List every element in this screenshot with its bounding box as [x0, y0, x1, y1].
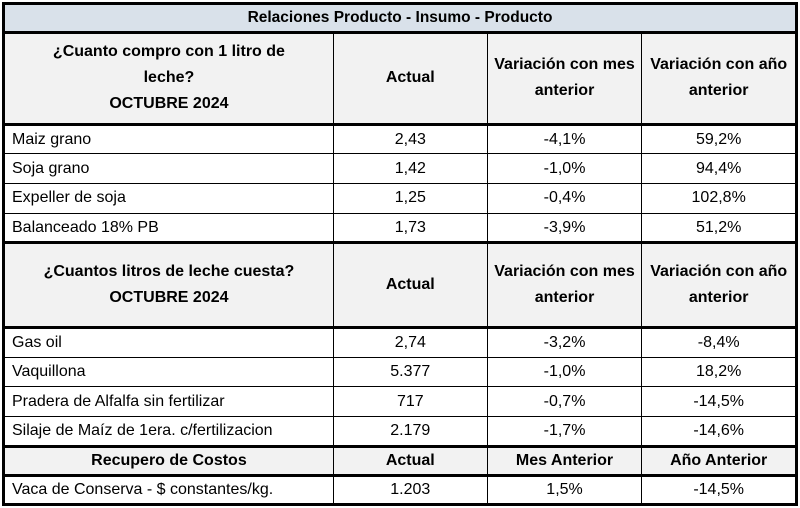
actual-value: 1.203: [332, 475, 488, 505]
product-label: Expeller de soja: [3, 183, 334, 214]
table-row: Silaje de Maíz de 1era. c/fertilizacion …: [3, 416, 797, 447]
table-row: Gas oil 2,74 -3,2% -8,4%: [3, 327, 797, 358]
actual-value: 2,74: [332, 327, 488, 358]
mes-variation: -3,9%: [486, 212, 643, 244]
product-label: Vaca de Conserva - $ constantes/kg.: [3, 475, 334, 505]
mes-variation: 1,5%: [486, 475, 643, 505]
product-label: Soja grano: [3, 153, 334, 185]
table-row: Balanceado 18% PB 1,73 -3,9% 51,2%: [3, 212, 797, 244]
actual-value: 1,42: [332, 153, 488, 185]
anio-variation: -8,4%: [641, 327, 797, 358]
section2-column-header-anio: Variación con año anterior: [641, 241, 797, 330]
section3-header-row: Recupero de Costos Actual Mes Anterior A…: [3, 444, 797, 478]
section1-header-row: ¿Cuanto compro con 1 litro de leche? OCT…: [3, 30, 797, 126]
section2-header-row: ¿Cuantos litros de leche cuesta? OCTUBRE…: [3, 241, 797, 330]
table-row: Expeller de soja 1,25 -0,4% 102,8%: [3, 183, 797, 214]
page-title: Relaciones Producto - Insumo - Producto: [3, 3, 797, 34]
section1-question: ¿Cuanto compro con 1 litro de leche?: [52, 42, 285, 86]
anio-variation: 18,2%: [641, 356, 797, 388]
product-label: Maiz grano: [3, 123, 334, 155]
mes-variation: -1,0%: [486, 356, 643, 388]
section1-column-header-actual: Actual: [332, 30, 488, 126]
section2-period: OCTUBRE 2024: [109, 289, 229, 307]
section2-question-header: ¿Cuantos litros de leche cuesta? OCTUBRE…: [3, 241, 334, 330]
mes-variation: -3,2%: [486, 327, 643, 358]
section1-column-header-anio: Variación con año anterior: [641, 30, 797, 126]
mes-variation: -0,4%: [486, 183, 643, 214]
anio-variation: 94,4%: [641, 153, 797, 185]
actual-value: 1,73: [332, 212, 488, 244]
actual-value: 2,43: [332, 123, 488, 155]
table-row: Soja grano 1,42 -1,0% 94,4%: [3, 153, 797, 185]
section1-column-header-mes: Variación con mes anterior: [486, 30, 643, 126]
anio-variation: 51,2%: [641, 212, 797, 244]
table-row: Maiz grano 2,43 -4,1% 59,2%: [3, 123, 797, 155]
actual-value: 2.179: [332, 416, 488, 447]
anio-variation: -14,5%: [641, 475, 797, 505]
product-label: Vaquillona: [3, 356, 334, 388]
product-label: Balanceado 18% PB: [3, 212, 334, 244]
anio-variation: 102,8%: [641, 183, 797, 214]
section1-question-header: ¿Cuanto compro con 1 litro de leche? OCT…: [3, 30, 334, 126]
mes-variation: -1,0%: [486, 153, 643, 185]
mes-variation: -1,7%: [486, 416, 643, 447]
anio-variation: -14,5%: [641, 386, 797, 418]
section2-column-header-mes: Variación con mes anterior: [486, 241, 643, 330]
product-label: Pradera de Alfalfa sin fertilizar: [3, 386, 334, 418]
actual-value: 1,25: [332, 183, 488, 214]
section3-title: Recupero de Costos: [3, 444, 334, 478]
section2-column-header-actual: Actual: [332, 241, 488, 330]
section3-column-header-actual: Actual: [332, 444, 488, 478]
anio-variation: 59,2%: [641, 123, 797, 155]
section3-column-header-mes: Mes Anterior: [486, 444, 643, 478]
actual-value: 717: [332, 386, 488, 418]
table-row: Vaca de Conserva - $ constantes/kg. 1.20…: [3, 475, 797, 505]
product-label: Gas oil: [3, 327, 334, 358]
section1-period: OCTUBRE 2024: [109, 95, 229, 113]
table-row: Pradera de Alfalfa sin fertilizar 717 -0…: [3, 386, 797, 418]
product-label: Silaje de Maíz de 1era. c/fertilizacion: [3, 416, 334, 447]
anio-variation: -14,6%: [641, 416, 797, 447]
section2-question: ¿Cuantos litros de leche cuesta?: [43, 262, 295, 280]
section3-column-header-anio: Año Anterior: [641, 444, 797, 478]
actual-value: 5.377: [332, 356, 488, 388]
mes-variation: -0,7%: [486, 386, 643, 418]
table-row: Vaquillona 5.377 -1,0% 18,2%: [3, 356, 797, 388]
table-title-row: Relaciones Producto - Insumo - Producto: [3, 3, 797, 34]
mes-variation: -4,1%: [486, 123, 643, 155]
